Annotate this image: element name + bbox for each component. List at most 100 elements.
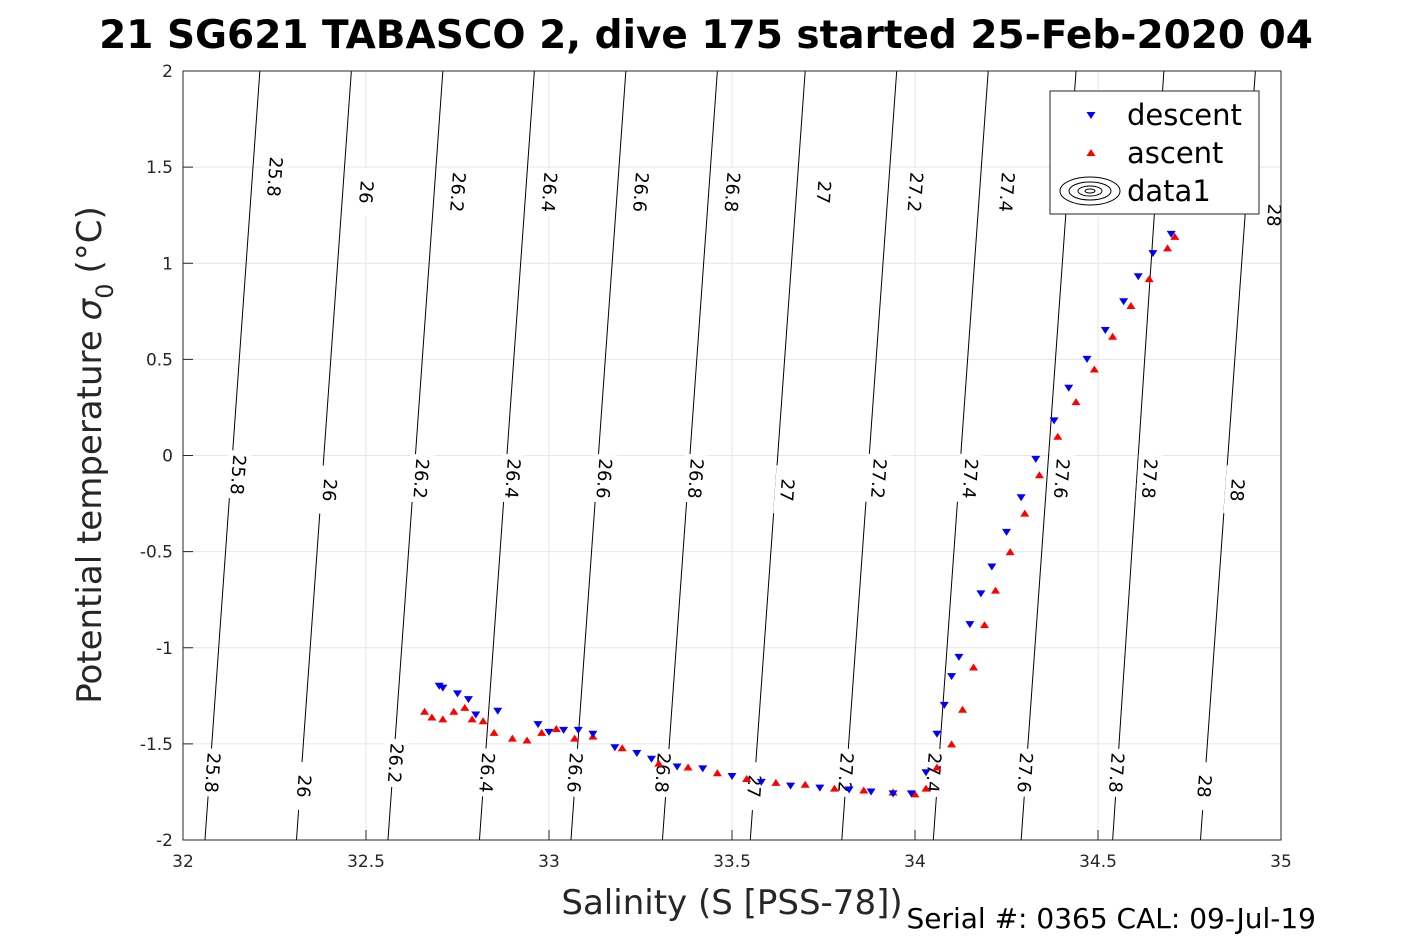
y-tick-label: -1 bbox=[156, 639, 173, 659]
descent-point bbox=[987, 563, 997, 571]
serial-cal-label: Serial #: 0365 CAL: 09-Jul-19 bbox=[906, 902, 1316, 935]
y-tick-label: 1 bbox=[162, 254, 173, 274]
ascent-point bbox=[570, 734, 580, 742]
contour-label-group: 26.4 bbox=[473, 747, 501, 798]
descent-point bbox=[939, 701, 949, 709]
contour-label-background bbox=[681, 453, 710, 504]
descent-point bbox=[1031, 455, 1041, 463]
contour-label: 27.6 bbox=[1012, 752, 1036, 793]
contour-label-background bbox=[1047, 453, 1076, 504]
descent-point bbox=[471, 711, 481, 719]
ascent-point bbox=[958, 705, 968, 713]
ascent-point bbox=[980, 621, 990, 629]
contour-label-background bbox=[381, 738, 409, 788]
contour-label-group: 26.2 bbox=[407, 453, 435, 504]
descent-point bbox=[672, 763, 682, 771]
y-tick-label: 0.5 bbox=[146, 350, 173, 370]
ascent-point bbox=[537, 728, 547, 736]
y-axis-label-text: Potential temperature bbox=[70, 330, 110, 703]
legend-box bbox=[1049, 90, 1260, 215]
contour-label-group: 26 bbox=[315, 465, 344, 515]
legend-contour-icon bbox=[1059, 176, 1121, 206]
contour-label-group: 26.8 bbox=[718, 167, 746, 217]
contour-label-background bbox=[224, 449, 252, 500]
descent-point bbox=[453, 690, 462, 698]
ascent-point bbox=[617, 744, 627, 752]
contour-label: 27.2 bbox=[833, 752, 857, 793]
contour-label-group: 27.8 bbox=[1135, 453, 1163, 504]
y-tick-label: -2 bbox=[156, 831, 173, 851]
contour-label-group: 25.8 bbox=[198, 747, 226, 798]
ascent-point bbox=[921, 784, 931, 792]
contour-label-background bbox=[352, 167, 380, 217]
ascent-point bbox=[1126, 302, 1136, 310]
y-tick-label: -1.5 bbox=[140, 735, 173, 755]
contour-label: 26.8 bbox=[720, 171, 744, 212]
contour-label-background bbox=[809, 167, 838, 217]
contour-label-background bbox=[992, 167, 1021, 217]
ascent-point bbox=[1163, 244, 1173, 252]
contour-label: 26.4 bbox=[500, 458, 524, 499]
contour-label-group: 28 bbox=[1190, 761, 1218, 811]
ascent-point bbox=[654, 759, 664, 767]
ascent-point bbox=[829, 784, 839, 792]
descent-point bbox=[906, 790, 916, 798]
contour-label-background bbox=[626, 167, 655, 217]
contour-label-background bbox=[1135, 453, 1163, 504]
legend: descent ascent data1 bbox=[1049, 90, 1260, 215]
contour-label-group: 26.4 bbox=[498, 453, 527, 504]
descent-point bbox=[954, 653, 964, 661]
contour-label-group: 26.6 bbox=[560, 747, 589, 798]
descent-point bbox=[646, 755, 656, 763]
contour-label-background bbox=[718, 167, 746, 217]
y-axis-label-subscript: 0 bbox=[91, 283, 119, 298]
legend-descent-label: descent bbox=[1127, 98, 1242, 132]
contour-label: 26.6 bbox=[628, 171, 652, 212]
contour-label-group: 26.8 bbox=[681, 453, 710, 504]
contour-label-group: 27.6 bbox=[1011, 747, 1039, 798]
contour-label-group: 27.4 bbox=[956, 453, 984, 504]
descent-point bbox=[888, 790, 898, 798]
ascent-point bbox=[449, 707, 459, 715]
contour-label-group: 27.4 bbox=[919, 747, 947, 798]
ascent-point bbox=[742, 774, 752, 782]
contour-label-background bbox=[290, 761, 318, 811]
contour-label: 26 bbox=[292, 774, 315, 798]
legend-ascent-marker bbox=[1086, 149, 1096, 156]
ascent-point bbox=[947, 740, 957, 748]
descent-point bbox=[976, 590, 986, 598]
ascent-point bbox=[1005, 548, 1015, 556]
contour-label-background bbox=[260, 151, 289, 202]
contour-label: 26 bbox=[318, 478, 341, 502]
x-tick-label: 32 bbox=[172, 852, 194, 872]
contour-label: 26.8 bbox=[650, 752, 674, 793]
contour-label: 25.8 bbox=[262, 156, 286, 197]
contour-label-background bbox=[473, 747, 501, 798]
contour-label: 26.4 bbox=[474, 752, 498, 793]
contour-label-group: 26.6 bbox=[626, 167, 655, 217]
y-tick-label: 2 bbox=[162, 62, 173, 82]
ascent-point bbox=[1053, 432, 1063, 440]
descent-point bbox=[610, 744, 620, 752]
contour-label: 27.4 bbox=[958, 458, 982, 499]
contour-label-group: 26 bbox=[352, 167, 380, 217]
x-tick-label: 35 bbox=[1270, 852, 1292, 872]
descent-series bbox=[434, 230, 1176, 798]
contour-label: 26.8 bbox=[683, 458, 707, 499]
ascent-point bbox=[1089, 365, 1099, 373]
descent-point bbox=[632, 749, 642, 757]
x-axis-label: Salinity (S [PSS-78]) bbox=[561, 883, 902, 923]
descent-point bbox=[1100, 327, 1110, 335]
contour-label: 25.8 bbox=[226, 454, 250, 495]
x-tick-label: 34.5 bbox=[1079, 852, 1117, 872]
contour-label-group: 27.2 bbox=[864, 453, 893, 504]
descent-point bbox=[844, 786, 854, 794]
x-tick-label: 33 bbox=[538, 852, 560, 872]
legend-ascent-label: ascent bbox=[1127, 136, 1223, 170]
legend-data1-label: data1 bbox=[1127, 174, 1211, 208]
descent-point bbox=[1049, 417, 1059, 425]
ascent-point bbox=[1034, 471, 1044, 479]
contour-label: 27.4 bbox=[994, 171, 1018, 212]
descent-point bbox=[1119, 298, 1129, 306]
